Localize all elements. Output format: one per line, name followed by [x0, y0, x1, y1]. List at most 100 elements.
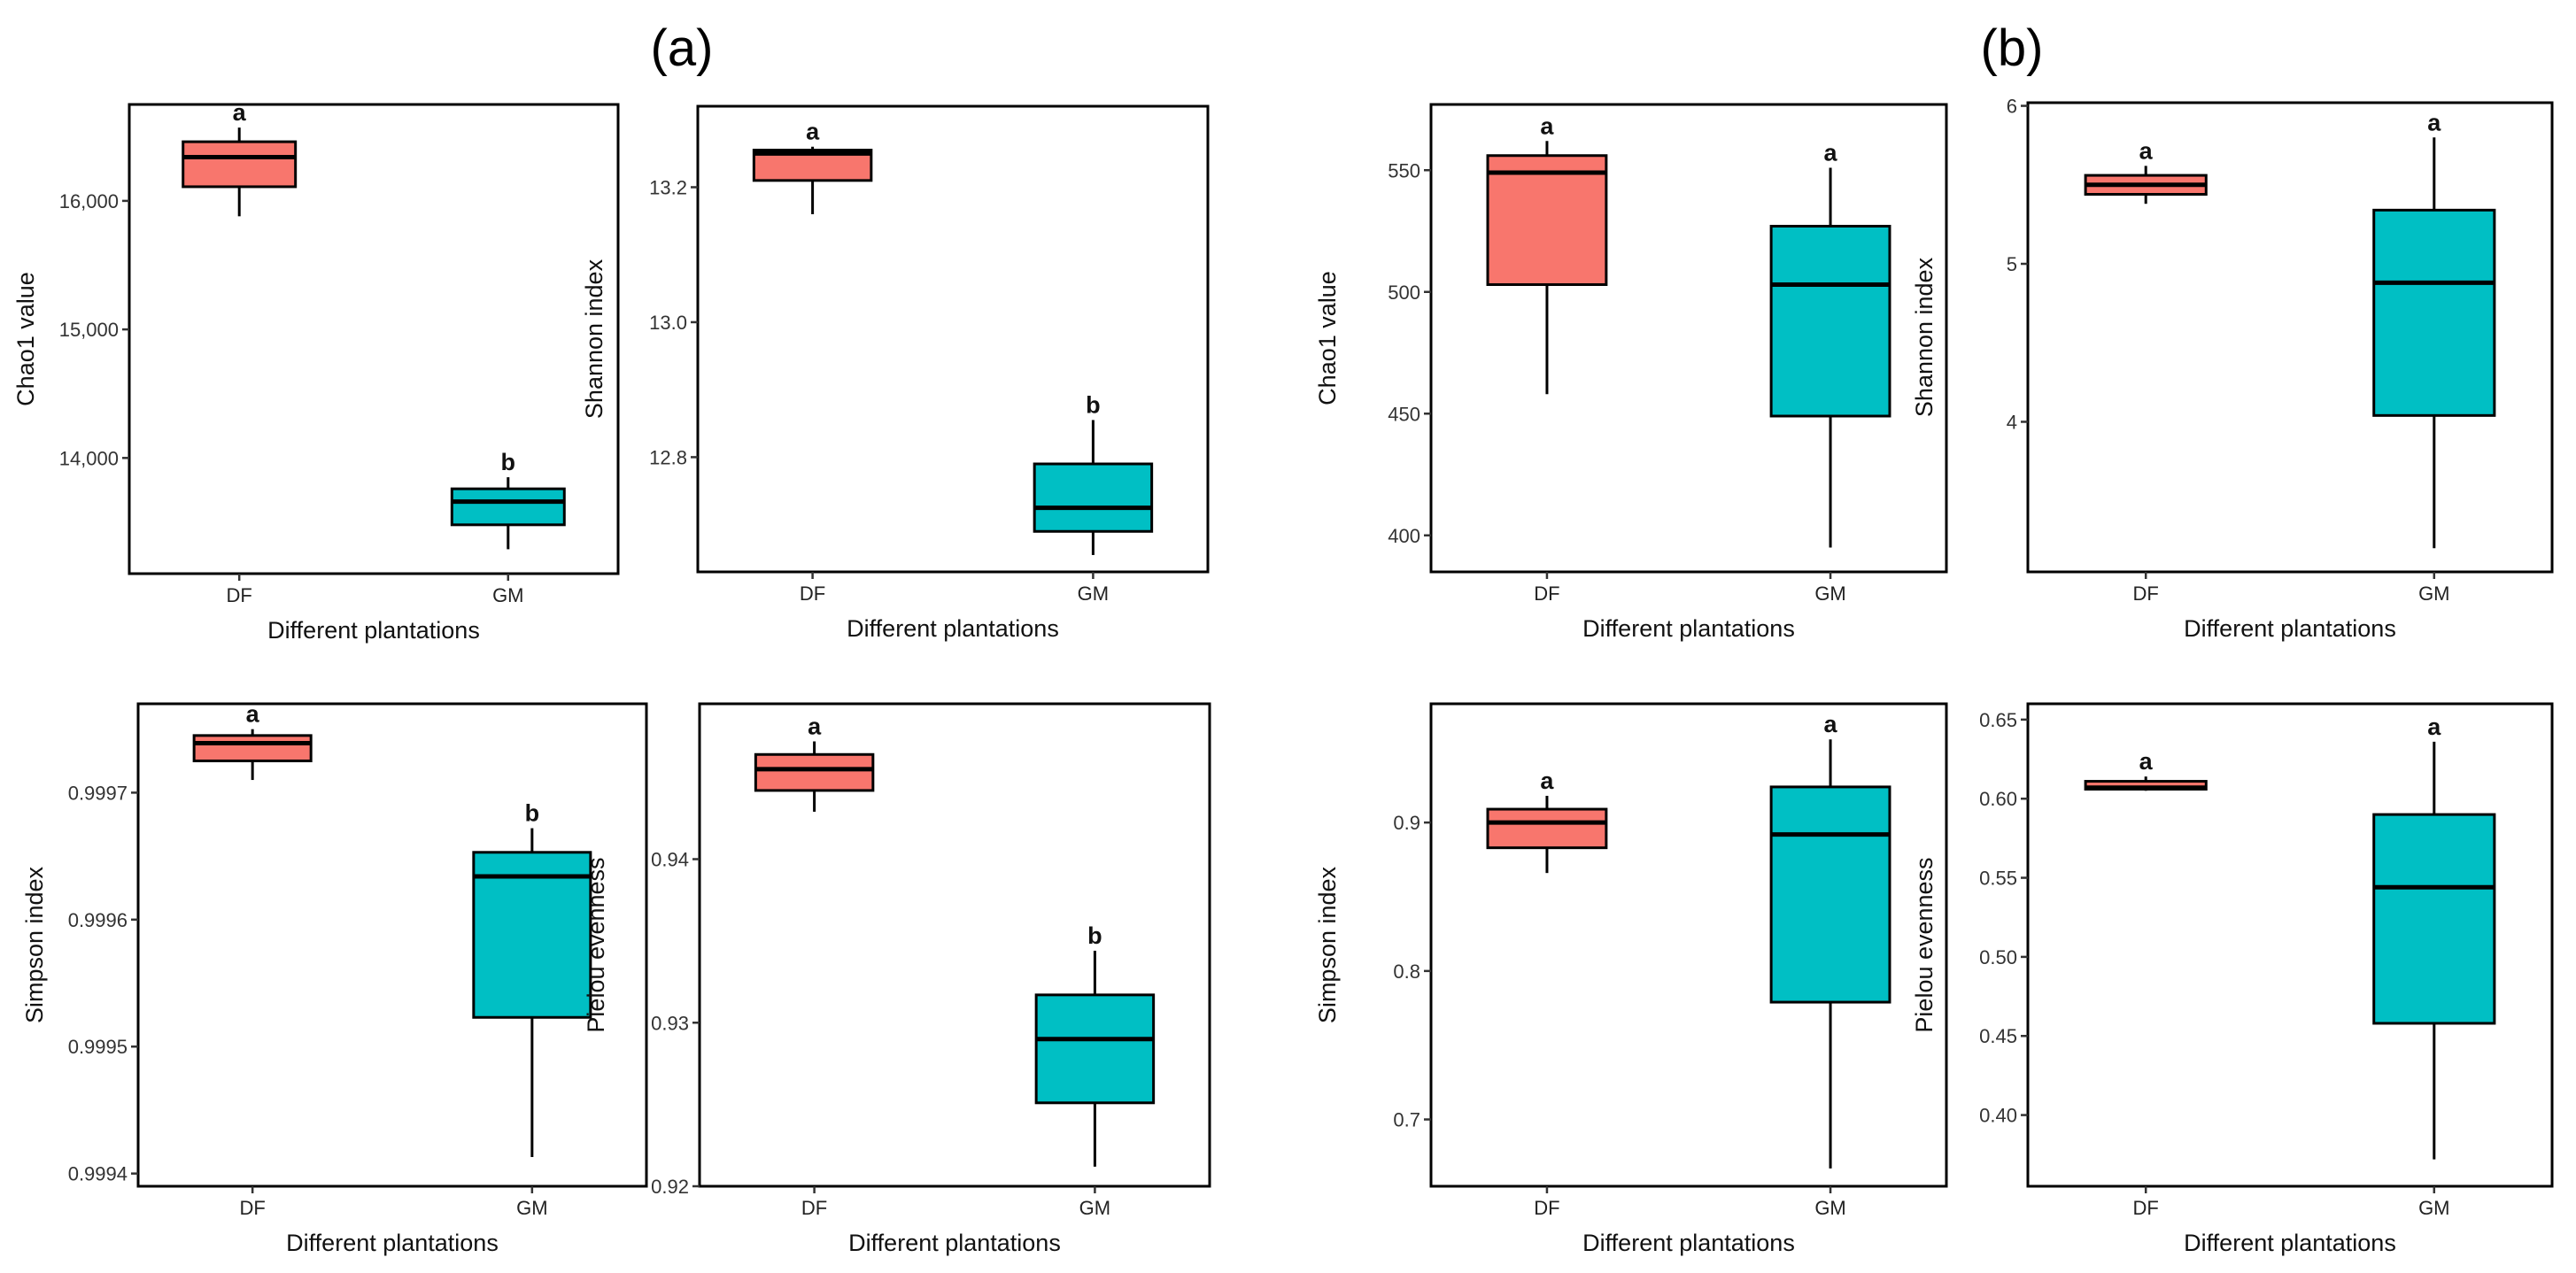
plot-frame	[696, 104, 1210, 574]
significance-letter-df: a	[808, 713, 822, 739]
x-axis-title: Different plantations	[1582, 615, 1795, 642]
significance-letter-gm: b	[1086, 391, 1101, 418]
y-tick-label: 13.2	[649, 176, 687, 198]
y-tick-label: 550	[1388, 159, 1420, 181]
box-gm	[1033, 462, 1154, 533]
boxplot-chart-8: a a 0.40 0.45 0.50 0.55 0.60 0.65 DF GM Different …	[1911, 702, 2554, 1256]
significance-letter-gm: b	[501, 449, 516, 475]
boxplot-chart-7: a a 0.7 0.8 0.9 DF GM Different plantations Simp…	[1314, 702, 1948, 1256]
x-axis-title: Different plantations	[2184, 615, 2396, 642]
x-tick-label-gm: GM	[1079, 1197, 1110, 1219]
x-tick-label-df: DF	[2133, 1197, 2159, 1219]
x-tick-label-df: DF	[2133, 582, 2159, 605]
significance-letter-gm: a	[1824, 711, 1838, 737]
y-axis-title: Simpson index	[21, 866, 48, 1023]
x-tick-label-df: DF	[1534, 582, 1559, 605]
y-tick-label: 13.0	[649, 312, 687, 334]
y-tick-label: 0.93	[651, 1012, 689, 1034]
panel-label-b: (b)	[1981, 19, 2044, 77]
x-axis-title: Different plantations	[2184, 1230, 2396, 1256]
x-tick-label-df: DF	[801, 1197, 827, 1219]
box-df	[182, 140, 298, 189]
y-axis-title: Simpson index	[1314, 866, 1341, 1023]
y-tick-label: 5	[2007, 253, 2017, 275]
plot-frame	[698, 702, 1211, 1188]
y-tick-label: 16,000	[59, 190, 119, 212]
boxplot-chart-1: a b 14,000 15,000 16,000 DF GM Different planta…	[12, 99, 620, 644]
significance-letter-df: a	[233, 99, 247, 126]
significance-letter-df: a	[246, 701, 260, 728]
x-tick-label-df: DF	[1534, 1197, 1559, 1219]
boxplot-chart-3: a a 400 450 500 550 DF GM Different plantations C…	[1314, 103, 1948, 642]
plot-frame	[128, 103, 620, 575]
significance-letter-df: a	[1540, 112, 1554, 139]
significance-letter-gm: b	[525, 800, 540, 827]
y-tick-label: 14,000	[59, 447, 119, 469]
box-df	[754, 752, 875, 792]
plot-frame	[2026, 702, 2554, 1188]
significance-letter-gm: b	[1087, 922, 1102, 949]
x-tick-label-df: DF	[239, 1197, 265, 1219]
x-tick-label-gm: GM	[2418, 582, 2449, 605]
significance-letter-df: a	[1540, 768, 1554, 794]
y-tick-label: 0.8	[1393, 961, 1420, 983]
y-tick-label: 0.50	[1979, 946, 2017, 968]
x-tick-label-gm: GM	[516, 1197, 547, 1219]
boxplot-chart-5: a b 0.9994 0.9995 0.9996 0.9997 DF GM Different …	[21, 701, 648, 1256]
y-tick-label: 0.55	[1979, 868, 2017, 890]
box-gm	[2372, 208, 2496, 417]
significance-letter-gm: a	[2427, 109, 2441, 135]
y-tick-label: 0.9	[1393, 812, 1420, 834]
x-tick-label-gm: GM	[492, 584, 523, 606]
y-tick-label: 0.9994	[68, 1163, 128, 1185]
y-tick-label: 0.92	[651, 1176, 689, 1198]
box-df	[1486, 807, 1608, 850]
significance-letter-df: a	[2139, 748, 2154, 775]
plot-frame	[2026, 101, 2554, 574]
y-tick-label: 6	[2007, 96, 2017, 118]
boxplot-chart-2: a b 12.8 13.0 13.2 DF GM Different plantations S…	[581, 104, 1210, 642]
y-tick-label: 450	[1388, 403, 1420, 425]
box-df	[1486, 154, 1608, 286]
significance-letter-df: a	[2139, 137, 2154, 164]
y-tick-label: 0.9995	[68, 1036, 128, 1058]
boxplot-chart-6: a b 0.92 0.93 0.94 DF GM Different plantations P…	[583, 702, 1211, 1256]
plot-frame	[136, 702, 648, 1188]
box-gm	[472, 851, 592, 1019]
y-axis-title: Pielou evenness	[1911, 857, 1938, 1032]
y-tick-label: 400	[1388, 525, 1420, 547]
y-axis-title: Pielou evenness	[583, 857, 609, 1032]
box-gm	[1769, 785, 1891, 1004]
x-tick-label-gm: GM	[1814, 1197, 1845, 1219]
x-tick-label-gm: GM	[1078, 582, 1109, 605]
y-axis-title: Chao1 value	[12, 272, 39, 406]
box-gm	[1034, 993, 1156, 1105]
x-axis-title: Different plantations	[1582, 1230, 1795, 1256]
x-tick-label-gm: GM	[1814, 582, 1845, 605]
plot-frame	[1429, 702, 1948, 1188]
y-axis-title: Shannon index	[581, 258, 607, 419]
significance-letter-gm: a	[2427, 714, 2441, 740]
plot-frame	[1429, 103, 1948, 574]
panel-label-a: (a)	[651, 19, 714, 77]
y-tick-label: 0.65	[1979, 709, 2017, 731]
x-tick-label-gm: GM	[2418, 1197, 2449, 1219]
y-tick-label: 0.9997	[68, 782, 128, 804]
x-axis-title: Different plantations	[848, 1230, 1061, 1256]
box-gm	[450, 487, 566, 527]
x-axis-title: Different plantations	[267, 617, 480, 644]
x-tick-label-df: DF	[800, 582, 825, 605]
y-axis-title: Chao1 value	[1314, 271, 1341, 405]
y-tick-label: 0.9996	[68, 909, 128, 931]
y-tick-label: 0.94	[651, 849, 689, 871]
significance-letter-gm: a	[1824, 140, 1838, 166]
box-gm	[1769, 225, 1891, 418]
x-axis-title: Different plantations	[847, 615, 1059, 642]
significance-letter-df: a	[806, 119, 820, 145]
x-tick-label-df: DF	[227, 584, 252, 606]
box-df	[192, 734, 313, 763]
y-axis-title: Shannon index	[1911, 257, 1938, 417]
y-tick-label: 4	[2007, 411, 2017, 433]
y-tick-label: 0.40	[1979, 1105, 2017, 1127]
y-tick-label: 15,000	[59, 319, 119, 341]
